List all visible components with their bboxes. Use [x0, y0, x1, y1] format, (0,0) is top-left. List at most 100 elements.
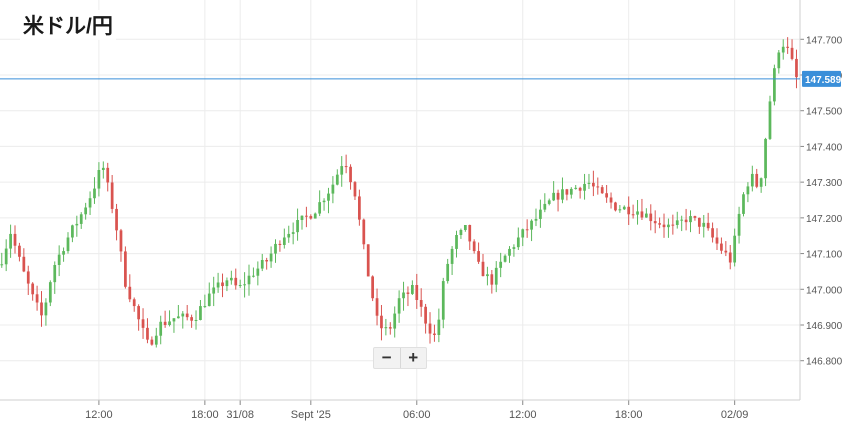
candle-body [455, 235, 458, 249]
candle [119, 228, 123, 262]
candle-body [340, 166, 344, 175]
candle [675, 211, 679, 229]
x-tick-label: 02/09 [721, 409, 749, 421]
candle [154, 327, 158, 348]
candle [578, 186, 582, 199]
candle-body [764, 138, 767, 179]
candle [662, 213, 666, 238]
candle-body [313, 213, 317, 219]
candle-body [388, 327, 392, 329]
candle-body [419, 300, 423, 307]
candle [216, 272, 220, 293]
candle-body [561, 189, 564, 200]
candle-body [697, 217, 701, 227]
candle-body [150, 339, 154, 345]
candle-body [587, 182, 591, 184]
candle-body [282, 237, 286, 245]
candle-body [720, 243, 723, 251]
candle [318, 190, 322, 217]
candle [781, 39, 785, 60]
candle [768, 95, 772, 140]
candle-body [750, 173, 754, 187]
candle-body [614, 202, 617, 211]
candle [671, 214, 675, 235]
candle-body [137, 306, 140, 320]
candle-body [472, 241, 476, 252]
candle [547, 198, 551, 206]
candle-body [525, 229, 529, 231]
candle-body [596, 186, 600, 188]
candle [406, 286, 410, 307]
candle [592, 170, 595, 197]
candle-body [702, 222, 706, 227]
candle-body [291, 232, 295, 234]
candle-body [539, 209, 542, 219]
candle-body [128, 286, 132, 300]
candle-body [252, 275, 255, 277]
candle-body [154, 335, 158, 345]
candle [75, 215, 79, 237]
candle-body [450, 248, 454, 264]
x-tick-label: 06:00 [403, 409, 431, 421]
candle-body [781, 46, 785, 53]
candle [658, 217, 661, 229]
candle [243, 272, 246, 298]
candle-body [737, 213, 741, 236]
candle-body [366, 244, 370, 277]
candle-body [490, 274, 494, 285]
candle-body [141, 319, 145, 328]
candle [159, 315, 163, 345]
candle-body [534, 218, 538, 221]
candle [486, 266, 489, 286]
candle-body [40, 302, 43, 316]
candle-body [463, 225, 467, 230]
candle [331, 176, 335, 204]
candle [309, 214, 313, 220]
candle-body [225, 280, 229, 287]
candle [384, 318, 388, 336]
candle [459, 228, 463, 239]
candle [397, 290, 401, 323]
candle [733, 228, 737, 267]
candle-body [768, 101, 772, 139]
candle [93, 177, 96, 204]
candle [291, 222, 295, 245]
candle [441, 277, 445, 329]
candle [163, 310, 167, 328]
current-price-tag [802, 70, 841, 87]
zoom-out-button[interactable]: − [381, 348, 392, 367]
candle [689, 210, 692, 233]
candle-body [31, 283, 35, 295]
candle-body [48, 282, 52, 303]
candle [433, 324, 436, 342]
candle [574, 185, 578, 190]
candle [530, 219, 533, 242]
candle [176, 305, 180, 319]
candle-body [477, 251, 480, 262]
candle [66, 232, 70, 254]
candle-body [35, 294, 39, 303]
candle-body [221, 282, 224, 287]
candle-body [715, 237, 719, 244]
zoom-control: − + [373, 347, 427, 369]
candle [503, 254, 507, 263]
candle-body [269, 253, 273, 262]
candle [543, 193, 547, 213]
y-tick-label: 146.900 [806, 321, 842, 332]
candle [402, 281, 405, 311]
candle-body [322, 200, 326, 203]
zoom-in-button[interactable]: + [408, 348, 419, 367]
candle [450, 246, 454, 275]
candle [305, 206, 308, 228]
candle-body [552, 192, 556, 201]
candle-body [375, 298, 379, 316]
candle [393, 306, 397, 338]
candle [84, 202, 88, 220]
candle [587, 173, 591, 189]
candle [296, 208, 299, 241]
candle-body [512, 247, 516, 249]
candle-body [358, 196, 361, 220]
candle [234, 268, 238, 290]
candle [287, 225, 291, 243]
candle [35, 285, 39, 311]
